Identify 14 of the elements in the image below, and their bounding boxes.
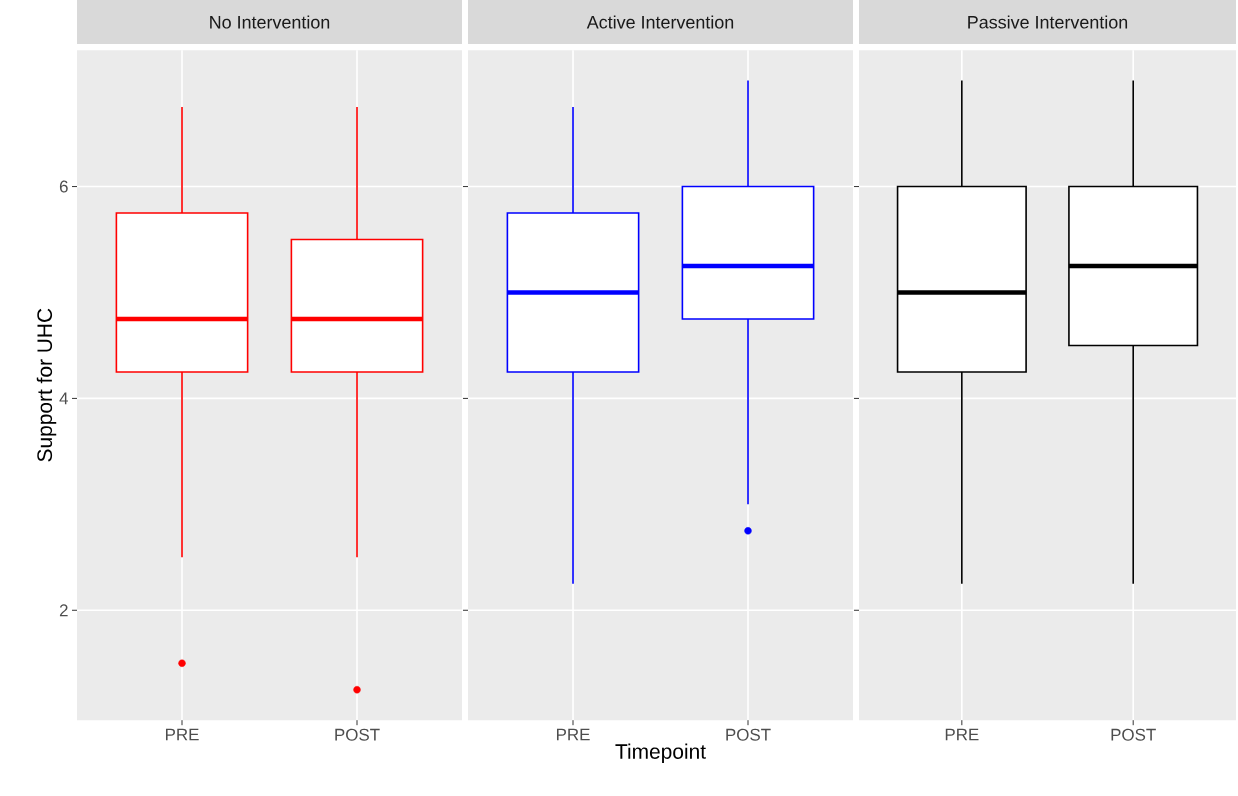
y-tick-label: 2	[59, 604, 68, 617]
x-tick-label: PRE	[165, 728, 199, 741]
x-tick-label: POST	[1111, 728, 1156, 741]
x-tick-label: PRE	[556, 728, 590, 741]
x-tick-label: POST	[726, 728, 771, 741]
x-tick-label: POST	[335, 728, 380, 741]
y-axis-title: Support for UHC	[36, 308, 57, 462]
chart-title: No Intervention	[210, 15, 330, 29]
chart-title: Passive Intervention	[968, 15, 1128, 29]
x-tick-label: PRE	[945, 728, 979, 741]
chart-title: Active Intervention	[586, 15, 734, 29]
y-tick-label: 6	[59, 180, 68, 193]
x-axis-title: Timepoint	[615, 743, 706, 763]
y-tick-label: 4	[59, 392, 68, 405]
